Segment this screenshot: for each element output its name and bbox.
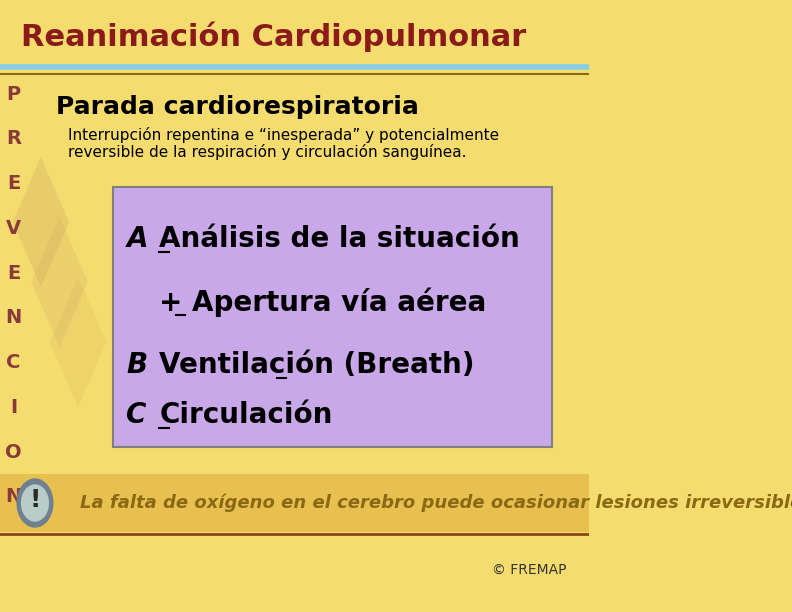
Text: Circulación: Circulación (159, 401, 333, 429)
Polygon shape (13, 157, 69, 287)
Text: I: I (10, 398, 17, 417)
Text: N: N (6, 308, 21, 327)
Text: O: O (5, 442, 21, 461)
Text: reversible de la respiración y circulación sanguínea.: reversible de la respiración y circulaci… (68, 144, 467, 160)
Text: © FREMAP: © FREMAP (493, 563, 567, 577)
Text: C: C (6, 353, 21, 372)
Text: Análisis de la situación: Análisis de la situación (159, 225, 520, 253)
Text: P: P (6, 84, 21, 103)
Text: E: E (7, 264, 20, 283)
Circle shape (21, 485, 48, 521)
Text: A: A (127, 225, 148, 253)
Text: V: V (6, 219, 21, 238)
Text: E: E (7, 174, 20, 193)
Text: La falta de oxígeno en el cerebro puede ocasionar lesiones irreversibles: La falta de oxígeno en el cerebro puede … (80, 494, 792, 512)
Text: Interrupción repentina e “inesperada” y potencialmente: Interrupción repentina e “inesperada” y … (68, 127, 500, 143)
Polygon shape (50, 277, 106, 407)
Polygon shape (31, 217, 88, 347)
Text: B: B (127, 351, 147, 379)
Text: R: R (6, 129, 21, 148)
Text: !: ! (29, 488, 40, 512)
Text: Reanimación Cardiopulmonar: Reanimación Cardiopulmonar (21, 22, 526, 52)
Text: Ventilación (Breath): Ventilación (Breath) (159, 351, 474, 379)
Text: + Apertura vía aérea: + Apertura vía aérea (159, 287, 486, 317)
Text: C: C (127, 401, 147, 429)
Text: N: N (6, 488, 21, 507)
FancyBboxPatch shape (0, 474, 589, 532)
FancyBboxPatch shape (113, 187, 552, 447)
Circle shape (17, 479, 53, 527)
Text: Parada cardiorespiratoria: Parada cardiorespiratoria (55, 95, 419, 119)
